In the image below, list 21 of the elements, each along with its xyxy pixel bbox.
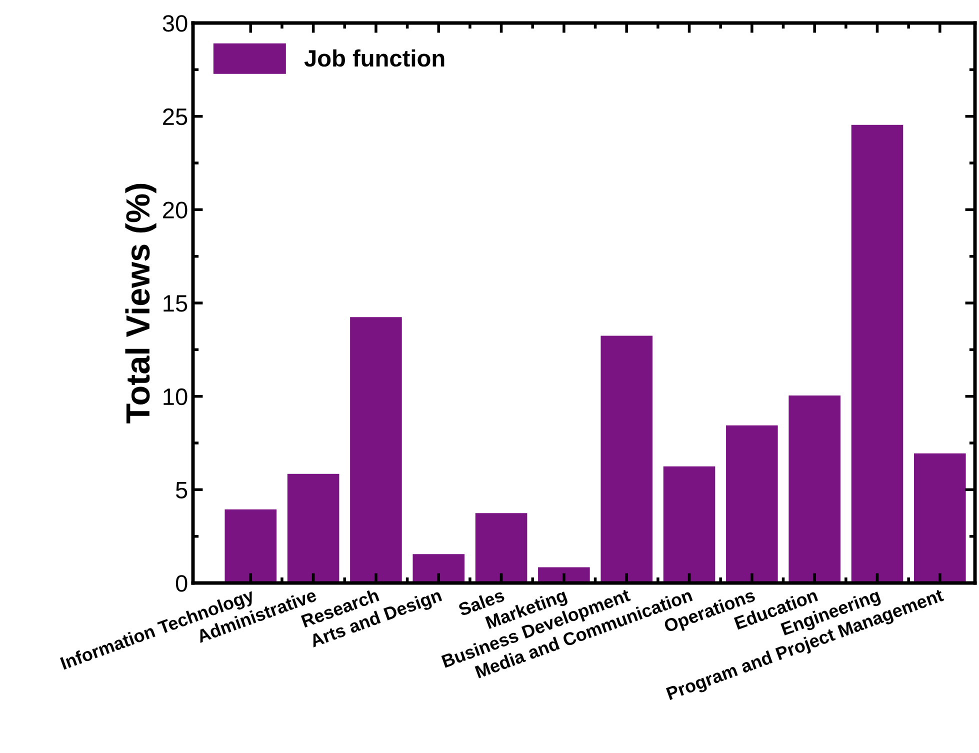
bar — [350, 317, 402, 583]
y-tick-label: 30 — [162, 15, 188, 32]
bar — [475, 513, 528, 583]
bar — [663, 466, 716, 583]
y-tick-label: 15 — [164, 295, 188, 312]
bar — [600, 336, 653, 583]
bar — [224, 509, 277, 583]
y-tick-label: 25 — [163, 108, 188, 126]
y-tick-label: 20 — [163, 202, 188, 218]
y-axis-title: Total Views (%) — [125, 184, 156, 424]
bar — [788, 396, 840, 583]
y-tick-label: 10 — [164, 388, 188, 406]
legend-label: Job function — [304, 49, 444, 67]
bar — [914, 453, 966, 583]
bar — [538, 567, 590, 583]
bar — [287, 474, 340, 583]
bar — [412, 554, 465, 583]
bar — [851, 124, 904, 583]
bar — [726, 425, 778, 583]
y-tick-label: 5 — [176, 482, 188, 498]
y-tick-label: 0 — [176, 575, 188, 592]
